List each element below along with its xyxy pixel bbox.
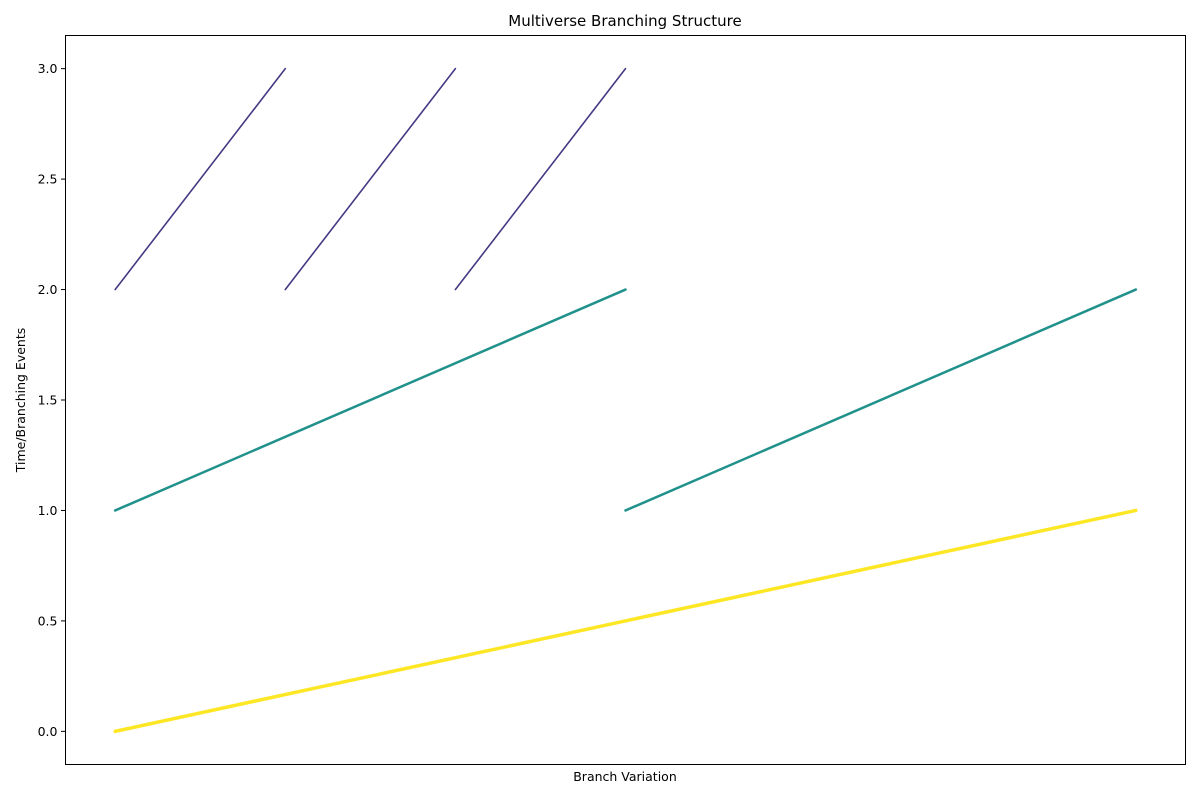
branch-line-level-2-3 <box>454 67 627 291</box>
chart-title: Multiverse Branching Structure <box>508 12 741 30</box>
y-tick-label: 3.0 <box>38 61 58 76</box>
series-level-0 <box>113 508 1138 734</box>
branch-line-level-2-2 <box>284 67 457 291</box>
plot-frame <box>65 35 1186 765</box>
y-tick-label: 1.0 <box>38 503 58 518</box>
branch-line-level-0-1 <box>113 508 1138 734</box>
branch-line-level-2-1 <box>114 67 287 291</box>
x-axis-label: Branch Variation <box>573 769 677 784</box>
y-axis-label: Time/Branching Events <box>13 328 28 474</box>
branch-line-level-1-1 <box>113 288 627 512</box>
y-tick-label: 0.5 <box>38 613 58 628</box>
y-tick-label: 1.5 <box>38 393 58 408</box>
y-axis-ticks: 0.0 0.5 1.0 1.5 2.0 2.5 3.0 <box>38 61 66 739</box>
y-tick-label: 2.0 <box>38 282 58 297</box>
branch-line-level-1-2 <box>624 288 1138 512</box>
series-layer <box>113 67 1138 734</box>
series-level-1 <box>113 288 1138 512</box>
series-level-2 <box>114 67 627 291</box>
y-tick-label: 2.5 <box>38 172 58 187</box>
y-tick-label: 0.0 <box>38 724 58 739</box>
